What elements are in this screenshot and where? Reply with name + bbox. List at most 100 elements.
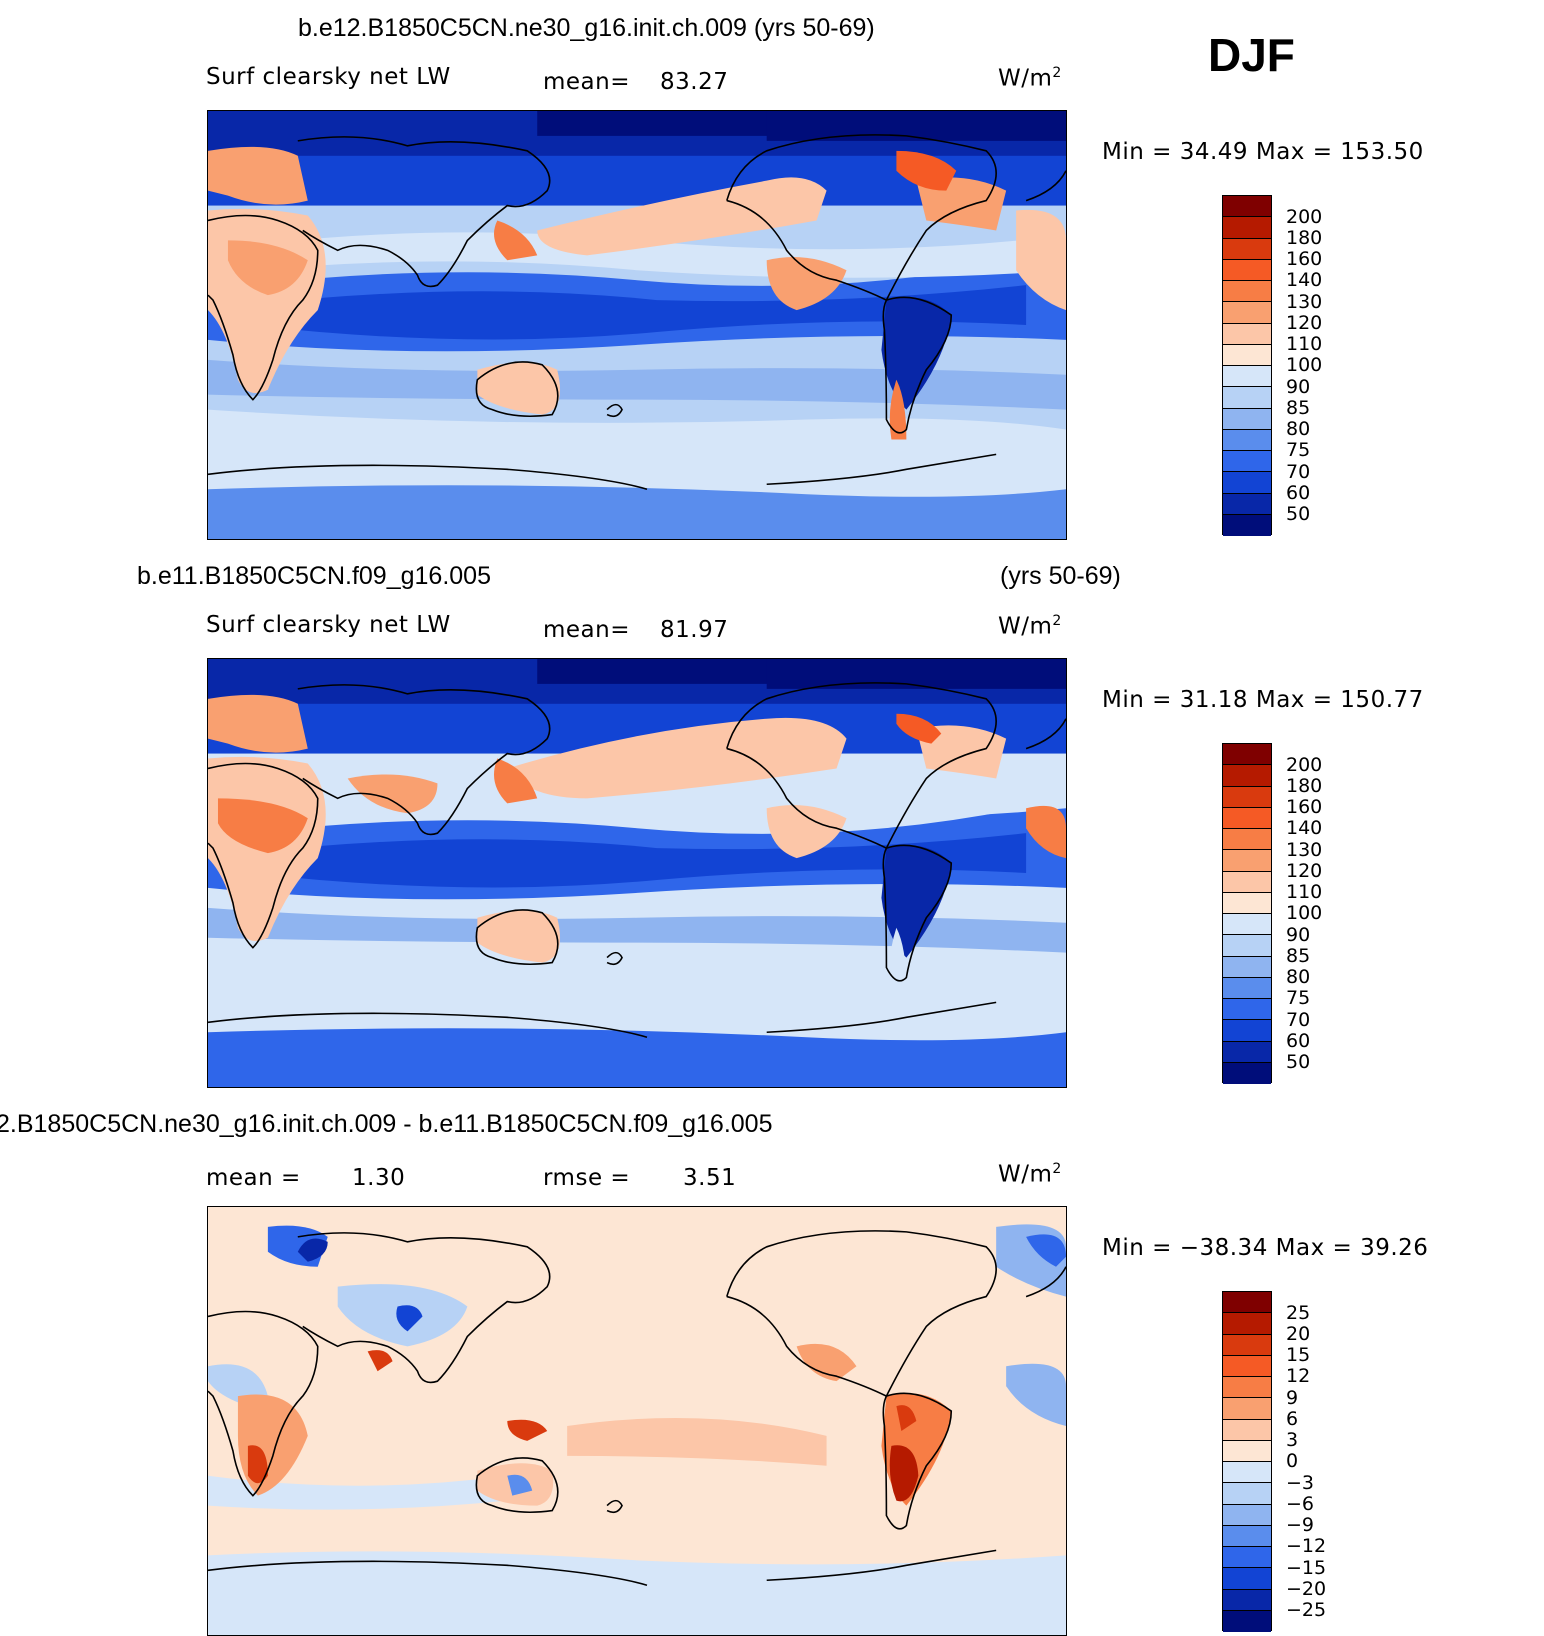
colorbar-tick-label: 6 <box>1286 1408 1299 1430</box>
colorbar-tick-label: −12 <box>1286 1535 1327 1557</box>
colorbar-swatch <box>1223 914 1271 936</box>
panel1-case-title: b.e12.B1850C5CN.ne30_g16.init.ch.009 (yr… <box>298 14 875 42</box>
colorbar-tick-label: 120 <box>1286 312 1323 334</box>
colorbar-swatch <box>1223 1589 1271 1611</box>
colorbar-swatch <box>1223 850 1271 872</box>
colorbar-swatch <box>1223 807 1271 829</box>
colorbar-tick-label: 90 <box>1286 376 1311 398</box>
colorbar-swatch <box>1223 472 1271 494</box>
colorbar-swatch <box>1223 1313 1271 1335</box>
panel2-colorbar <box>1222 743 1272 1084</box>
colorbar-swatch <box>1223 956 1271 978</box>
colorbar-tick-label: 110 <box>1286 881 1323 903</box>
panel1-mean-label: mean= <box>543 69 630 95</box>
colorbar-tick-label: −6 <box>1286 1493 1315 1515</box>
panel1-map <box>207 110 1067 540</box>
colorbar-swatch <box>1223 493 1271 515</box>
colorbar-tick-label: 80 <box>1286 966 1311 988</box>
colorbar-tick-label: 12 <box>1286 1365 1311 1387</box>
colorbar-swatch <box>1223 999 1271 1021</box>
colorbar-tick-label: 160 <box>1286 796 1323 818</box>
colorbar-tick-label: 130 <box>1286 291 1323 313</box>
colorbar-swatch <box>1223 281 1271 303</box>
panel3-mean-value: 1.30 <box>352 1165 406 1191</box>
panel2-case-title: b.e11.B1850C5CN.f09_g16.005 <box>137 562 491 590</box>
colorbar-swatch <box>1223 871 1271 893</box>
colorbar-tick-label: 110 <box>1286 333 1323 355</box>
colorbar-tick-label: −15 <box>1286 1557 1327 1579</box>
colorbar-tick-label: 120 <box>1286 860 1323 882</box>
colorbar-tick-label: 160 <box>1286 248 1323 270</box>
colorbar-swatch <box>1223 302 1271 324</box>
colorbar-swatch <box>1223 196 1271 218</box>
colorbar-swatch <box>1223 451 1271 473</box>
colorbar-tick-label: 70 <box>1286 461 1311 483</box>
panel2-mean-label: mean= <box>543 617 630 643</box>
colorbar-tick-label: 20 <box>1286 1323 1311 1345</box>
colorbar-tick-label: 75 <box>1286 987 1311 1009</box>
colorbar-swatch <box>1223 829 1271 851</box>
panel1-variable-label: Surf clearsky net LW <box>206 64 451 90</box>
colorbar-swatch <box>1223 1398 1271 1420</box>
colorbar-tick-label: 180 <box>1286 775 1323 797</box>
colorbar-swatch <box>1223 1419 1271 1441</box>
panel1-colorbar <box>1222 195 1272 536</box>
colorbar-tick-label: 9 <box>1286 1387 1299 1409</box>
colorbar-swatch <box>1223 935 1271 957</box>
panel2-map-field <box>208 659 1066 1087</box>
colorbar-swatch <box>1223 344 1271 366</box>
colorbar-swatch <box>1223 1292 1271 1314</box>
colorbar-tick-label: 50 <box>1286 1051 1311 1073</box>
colorbar-swatch <box>1223 1504 1271 1526</box>
colorbar-swatch <box>1223 892 1271 914</box>
colorbar-swatch <box>1223 514 1271 536</box>
colorbar-swatch <box>1223 1568 1271 1590</box>
colorbar-swatch <box>1223 1462 1271 1484</box>
colorbar-swatch <box>1223 1610 1271 1632</box>
colorbar-swatch <box>1223 1525 1271 1547</box>
panel2-map <box>207 658 1067 1088</box>
panel2-case-years: (yrs 50-69) <box>1000 562 1121 590</box>
colorbar-tick-label: 75 <box>1286 439 1311 461</box>
panel1-min-max: Min = 34.49 Max = 153.50 <box>1102 139 1424 165</box>
colorbar-swatch <box>1223 1547 1271 1569</box>
panel3-map <box>207 1206 1067 1636</box>
colorbar-swatch <box>1223 1377 1271 1399</box>
colorbar-tick-label: 0 <box>1286 1450 1299 1472</box>
colorbar-swatch <box>1223 323 1271 345</box>
panel2-units: W/m2 <box>998 613 1062 640</box>
colorbar-swatch <box>1223 1334 1271 1356</box>
colorbar-tick-label: −20 <box>1286 1578 1327 1600</box>
colorbar-tick-label: 180 <box>1286 227 1323 249</box>
colorbar-tick-label: 15 <box>1286 1344 1311 1366</box>
colorbar-swatch <box>1223 1062 1271 1084</box>
colorbar-swatch <box>1223 744 1271 766</box>
colorbar-swatch <box>1223 1020 1271 1042</box>
panel3-map-field <box>208 1207 1066 1635</box>
colorbar-tick-label: 25 <box>1286 1302 1311 1324</box>
colorbar-tick-label: 60 <box>1286 1030 1311 1052</box>
colorbar-tick-label: −3 <box>1286 1472 1315 1494</box>
colorbar-swatch <box>1223 217 1271 239</box>
panel2-variable-label: Surf clearsky net LW <box>206 612 451 638</box>
colorbar-tick-label: 200 <box>1286 206 1323 228</box>
panel3-units: W/m2 <box>998 1161 1062 1188</box>
colorbar-tick-label: 70 <box>1286 1009 1311 1031</box>
panel3-mean-label: mean = <box>206 1165 301 1191</box>
colorbar-tick-label: −25 <box>1286 1599 1327 1621</box>
colorbar-tick-label: 60 <box>1286 482 1311 504</box>
colorbar-swatch <box>1223 408 1271 430</box>
colorbar-swatch <box>1223 238 1271 260</box>
season-label: DJF <box>1208 29 1295 81</box>
panel1-units: W/m2 <box>998 65 1062 92</box>
colorbar-tick-label: 3 <box>1286 1429 1299 1451</box>
panel3-case-title: 2.B1850C5CN.ne30_g16.init.ch.009 - b.e11… <box>0 1110 773 1138</box>
colorbar-swatch <box>1223 1355 1271 1377</box>
panel3-min-max: Min = −38.34 Max = 39.26 <box>1102 1235 1429 1261</box>
panel1-map-field <box>208 111 1066 539</box>
colorbar-tick-label: 140 <box>1286 817 1323 839</box>
colorbar-swatch <box>1223 366 1271 388</box>
colorbar-tick-label: 80 <box>1286 418 1311 440</box>
colorbar-tick-label: 85 <box>1286 945 1311 967</box>
panel2-min-max: Min = 31.18 Max = 150.77 <box>1102 687 1424 713</box>
